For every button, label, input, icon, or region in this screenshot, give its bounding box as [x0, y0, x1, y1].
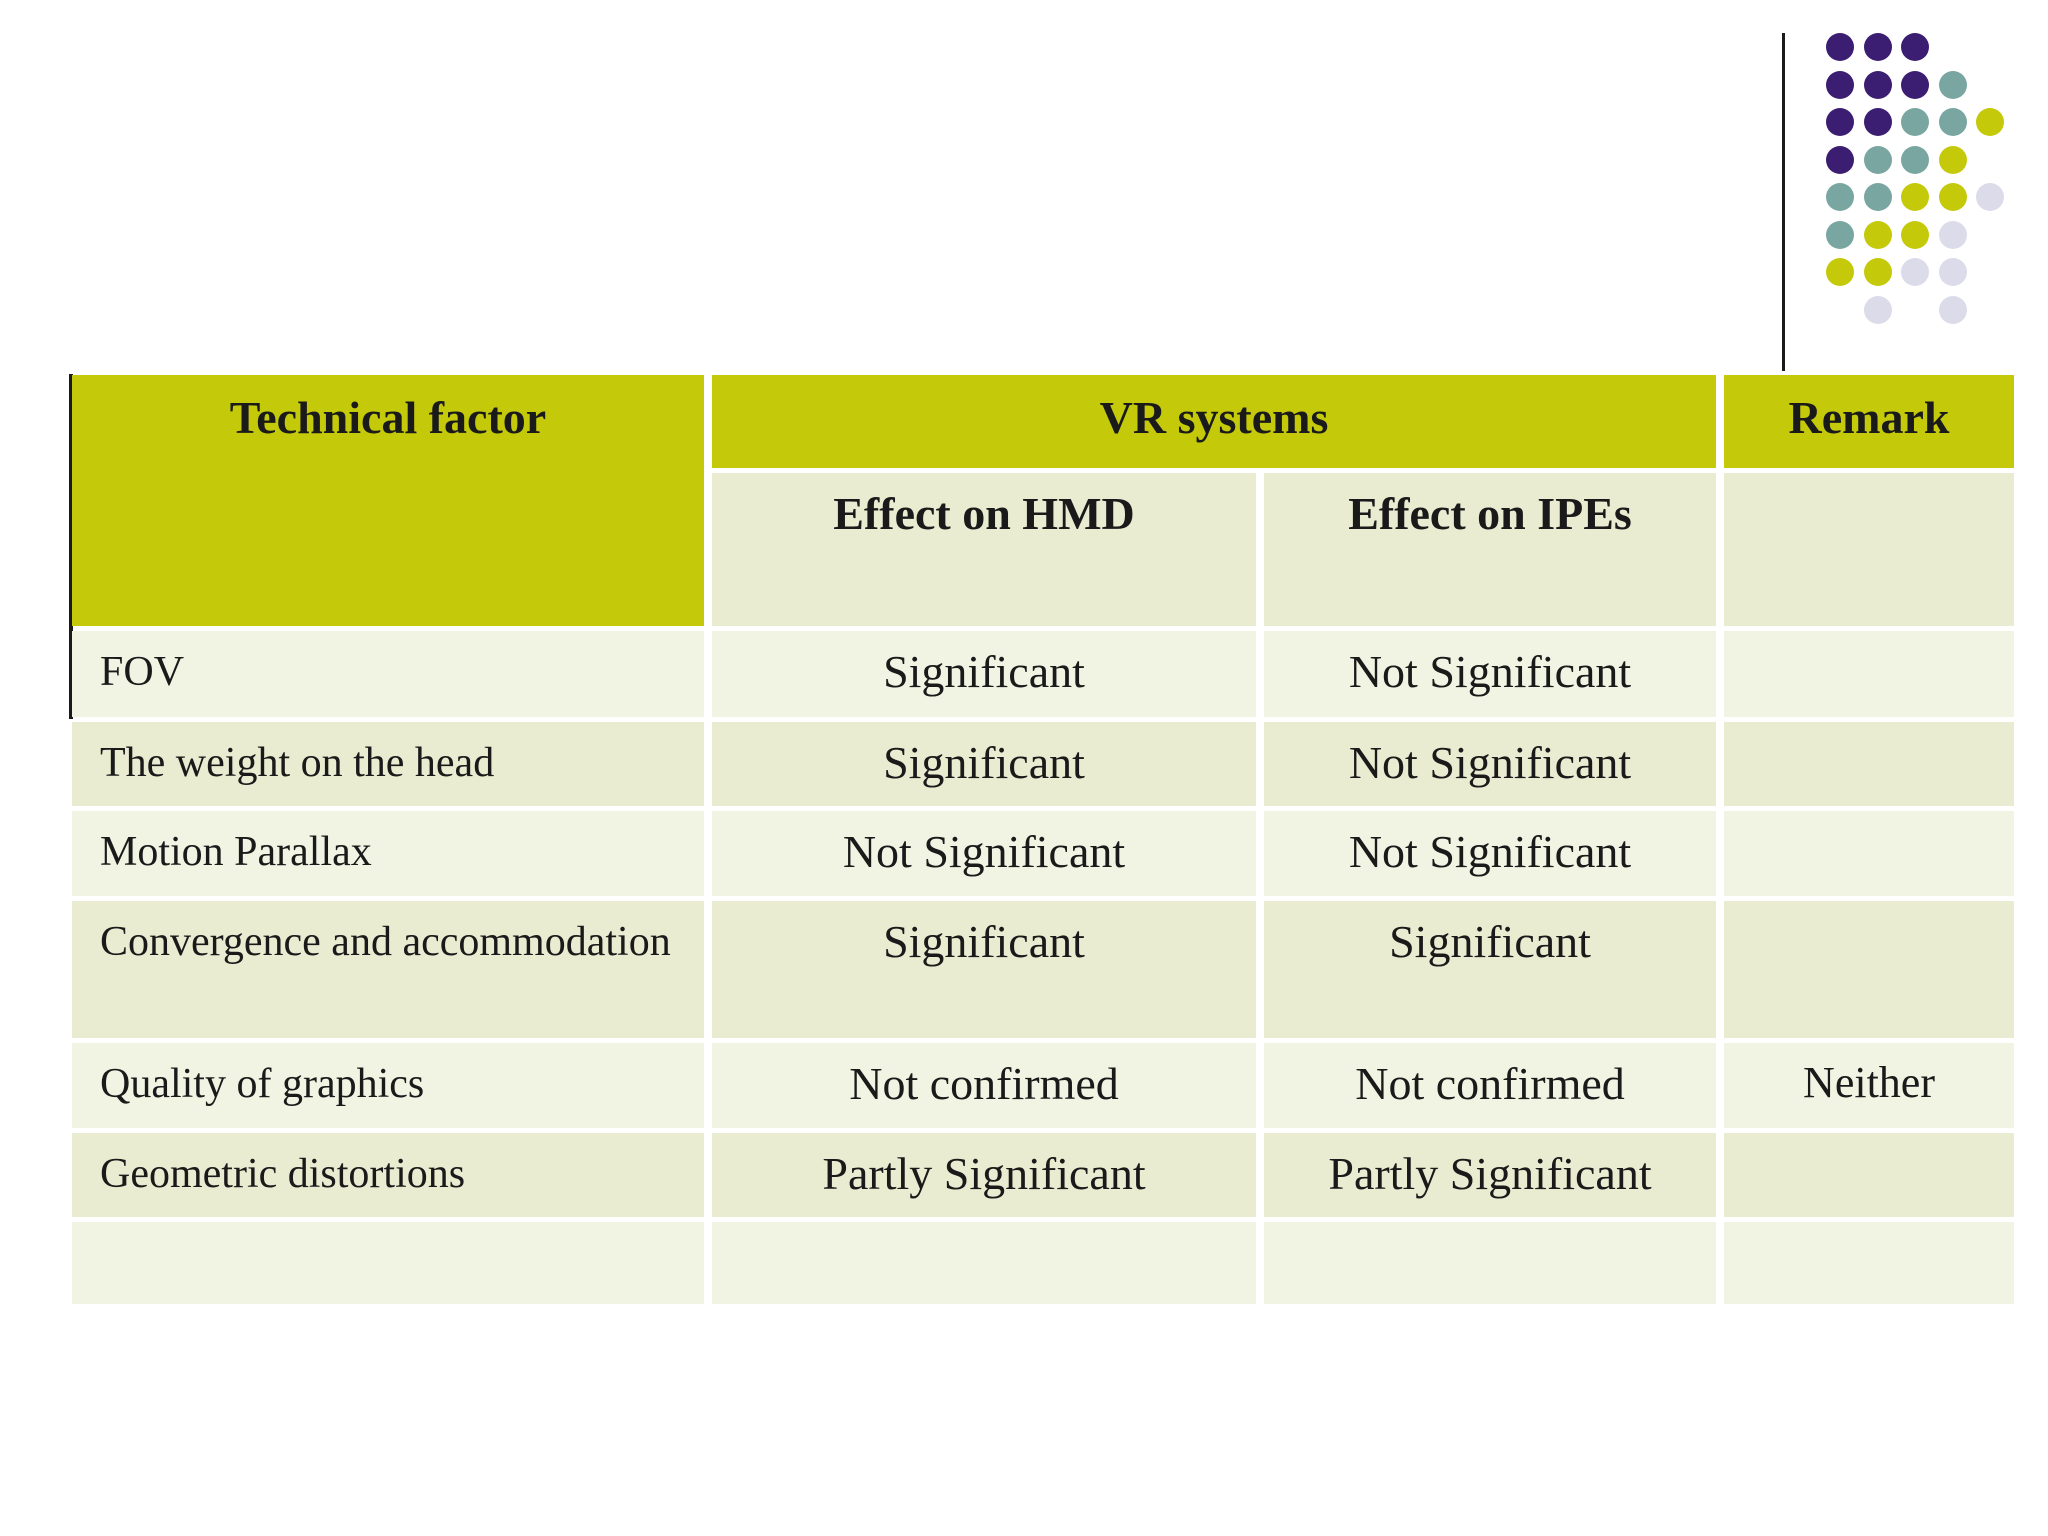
olive-dot — [1826, 258, 1854, 286]
olive-dot — [1938, 183, 1967, 211]
lavender-dot — [1938, 295, 1967, 324]
dots-grid-decoration — [1826, 33, 2046, 333]
cell-effect-ipes: Not Significant — [1264, 631, 1717, 717]
lavender-dot — [1938, 220, 1967, 249]
vr-factors-table: Technical factor VR systems Remark Effec… — [64, 370, 2022, 1309]
teal-dot — [1826, 183, 1854, 211]
olive-dot — [1863, 220, 1892, 249]
cell-remark — [1724, 811, 2015, 896]
table-left-accent-line — [69, 374, 73, 719]
purple-dot — [1826, 33, 1854, 61]
cell-factor: Quality of graphics — [72, 1043, 704, 1128]
olive-dot — [1901, 220, 1929, 249]
cell-remark — [1724, 1222, 2015, 1304]
purple-dot — [1863, 70, 1892, 99]
purple-dot — [1863, 108, 1892, 136]
purple-dot — [1863, 33, 1892, 61]
header-remark: Remark — [1724, 375, 2015, 468]
cell-effect-hmd — [712, 1222, 1256, 1304]
cell-remark: Neither — [1724, 1043, 2015, 1128]
cell-factor: The weight on the head — [72, 722, 704, 806]
header-vr-systems: VR systems — [712, 375, 1717, 468]
cell-effect-hmd: Significant — [712, 631, 1256, 717]
teal-dot — [1938, 108, 1967, 136]
lavender-dot — [1863, 295, 1892, 324]
cell-effect-ipes: Not confirmed — [1264, 1043, 1717, 1128]
olive-dot — [1976, 108, 2004, 136]
teal-dot — [1901, 108, 1929, 136]
cell-effect-hmd: Significant — [712, 722, 1256, 806]
lavender-dot — [1938, 258, 1967, 286]
cell-effect-hmd: Not confirmed — [712, 1043, 1256, 1128]
teal-dot — [1863, 183, 1892, 211]
header-technical-factor: Technical factor — [72, 375, 704, 626]
cell-factor: Motion Parallax — [72, 811, 704, 896]
vr-factors-table-grid: Technical factor VR systems Remark Effec… — [64, 370, 2022, 1309]
cell-effect-ipes: Significant — [1264, 901, 1717, 1038]
teal-dot — [1901, 145, 1929, 174]
cell-remark — [1724, 631, 2015, 717]
cell-effect-ipes: Partly Significant — [1264, 1133, 1717, 1217]
header-remark-spacer — [1724, 473, 2015, 626]
olive-dot — [1938, 145, 1967, 174]
olive-dot — [1901, 183, 1929, 211]
olive-dot — [1863, 258, 1892, 286]
table-row-quality-graphics: Quality of graphics Not confirmed Not co… — [72, 1043, 2015, 1128]
table-row-convergence: Convergence and accommodation Significan… — [72, 901, 2015, 1038]
table-row-motion-parallax: Motion Parallax Not Significant Not Sign… — [72, 811, 2015, 896]
cell-factor: FOV — [72, 631, 704, 717]
teal-dot — [1826, 220, 1854, 249]
decoration-vertical-line — [1782, 33, 1785, 371]
cell-remark — [1724, 1133, 2015, 1217]
cell-remark — [1724, 722, 2015, 806]
purple-dot — [1826, 145, 1854, 174]
cell-effect-hmd: Partly Significant — [712, 1133, 1256, 1217]
header-effect-on-hmd: Effect on HMD — [712, 473, 1256, 626]
header-effect-on-ipes: Effect on IPEs — [1264, 473, 1717, 626]
teal-dot — [1863, 145, 1892, 174]
teal-dot — [1938, 70, 1967, 99]
cell-factor: Geometric distortions — [72, 1133, 704, 1217]
cell-effect-ipes: Not Significant — [1264, 722, 1717, 806]
cell-effect-hmd: Significant — [712, 901, 1256, 1038]
cell-effect-ipes — [1264, 1222, 1717, 1304]
cell-effect-ipes: Not Significant — [1264, 811, 1717, 896]
purple-dot — [1826, 70, 1854, 99]
lavender-dot — [1976, 183, 2004, 211]
table-row-fov: FOV Significant Not Significant — [72, 631, 2015, 717]
purple-dot — [1901, 33, 1929, 61]
lavender-dot — [1901, 258, 1929, 286]
cell-factor — [72, 1222, 704, 1304]
purple-dot — [1901, 70, 1929, 99]
table-row-geometric-distortions: Geometric distortions Partly Significant… — [72, 1133, 2015, 1217]
cell-effect-hmd: Not Significant — [712, 811, 1256, 896]
purple-dot — [1826, 108, 1854, 136]
table-row-empty — [72, 1222, 2015, 1304]
cell-remark — [1724, 901, 2015, 1038]
cell-factor: Convergence and accommodation — [72, 901, 704, 1038]
table-row-weight: The weight on the head Significant Not S… — [72, 722, 2015, 806]
